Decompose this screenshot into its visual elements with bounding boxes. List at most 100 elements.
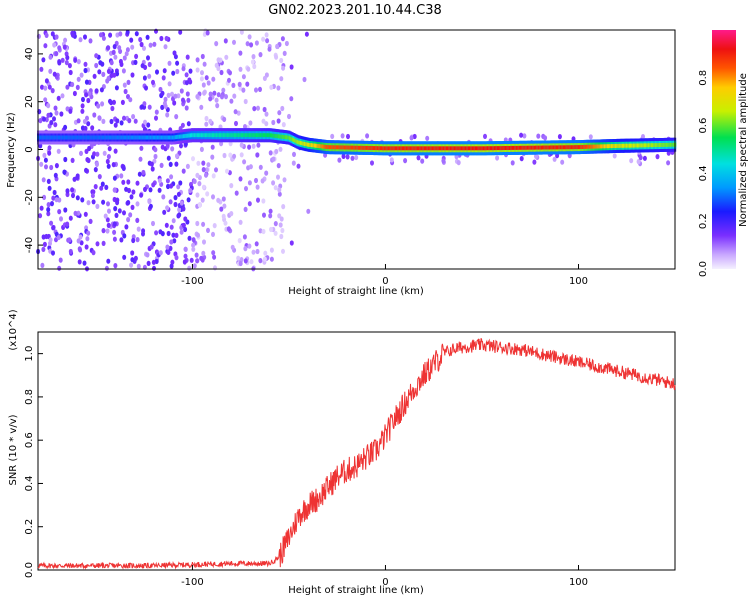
heatmap-cell xyxy=(47,185,52,191)
ridge-core xyxy=(258,133,261,138)
y-tick-label: 40 xyxy=(24,48,35,61)
heatmap-cell xyxy=(57,45,62,51)
ridge-core xyxy=(214,133,217,138)
heatmap-cell xyxy=(223,220,228,226)
heatmap-cell xyxy=(57,209,62,215)
heatmap-cell xyxy=(85,157,90,163)
heatmap-cell xyxy=(220,94,224,100)
heatmap-cell xyxy=(41,57,46,63)
heatmap-cell xyxy=(195,172,200,178)
heatmap-cell xyxy=(350,155,355,161)
x-tick-label: 0 xyxy=(382,577,388,588)
heatmap-cell xyxy=(567,153,572,159)
heatmap-cell xyxy=(70,187,75,193)
ridge-core xyxy=(576,145,579,150)
ridge-core xyxy=(415,146,418,151)
heatmap-x-label: Height of straight line (km) xyxy=(288,286,424,297)
heatmap-cell xyxy=(122,82,127,88)
ridge-core xyxy=(324,144,327,149)
heatmap-cell xyxy=(171,232,176,238)
ridge-core xyxy=(609,144,612,149)
heatmap-cell xyxy=(113,263,118,269)
heatmap-cell xyxy=(274,148,279,155)
heatmap-cell xyxy=(365,133,370,139)
heatmap-cell xyxy=(59,111,64,117)
heatmap-cell xyxy=(638,155,643,161)
colorbar-tick-label: 0.4 xyxy=(698,165,709,181)
heatmap-cell xyxy=(142,75,147,81)
snr-series-line xyxy=(37,338,676,570)
heatmap-cell xyxy=(246,66,251,72)
colorbar-tick-label: 0.2 xyxy=(698,213,709,229)
heatmap-cell xyxy=(277,187,282,193)
ridge-core xyxy=(347,145,350,150)
heatmap-cell xyxy=(50,201,54,207)
heatmap-cell xyxy=(483,133,487,139)
heatmap-cell xyxy=(101,240,106,246)
ridge-core xyxy=(614,144,618,148)
heatmap-cell xyxy=(95,203,100,209)
heatmap-cell xyxy=(261,228,266,235)
heatmap-cell xyxy=(176,184,181,190)
ridge-core xyxy=(224,133,227,138)
heatmap-cell xyxy=(202,90,207,96)
heatmap-cell xyxy=(532,159,537,165)
heatmap-cell xyxy=(88,218,93,224)
heatmap-y-label: Frequency (Hz) xyxy=(6,112,17,188)
heatmap-cell xyxy=(177,207,182,213)
heatmap-cell xyxy=(641,134,645,140)
heatmap-cell xyxy=(370,160,374,166)
heatmap-cell xyxy=(219,206,224,212)
heatmap-cell xyxy=(86,230,91,236)
ridge-core xyxy=(286,135,289,140)
ridge-core xyxy=(504,146,508,150)
ridge-core xyxy=(548,145,552,150)
snr-y-ticks: 0.0 0.2 0.4 0.6 0.8 1.0 xyxy=(24,346,43,578)
heatmap-cell xyxy=(130,257,135,263)
heatmap-cell xyxy=(140,104,144,110)
ridge-core xyxy=(39,135,42,140)
heatmap-cell xyxy=(117,45,122,51)
heatmap-cell xyxy=(261,36,266,42)
heatmap-cell xyxy=(150,166,155,172)
heatmap-cell xyxy=(234,190,239,196)
heatmap-cell xyxy=(169,183,174,189)
heatmap-cell xyxy=(122,210,126,216)
ridge-core xyxy=(650,143,653,148)
ridge-core xyxy=(174,135,177,140)
ridge-core xyxy=(180,134,183,139)
heatmap-cell xyxy=(179,200,184,206)
ridge-core xyxy=(59,135,62,140)
heatmap-cell xyxy=(282,50,287,57)
heatmap-cell xyxy=(237,81,242,87)
heatmap-cell xyxy=(119,120,124,126)
heatmap-cell xyxy=(252,63,257,70)
heatmap-cell xyxy=(87,145,92,152)
heatmap-cell xyxy=(101,35,106,41)
heatmap-cell xyxy=(78,247,83,253)
snr-y-label: SNR (10 * v/v) xyxy=(8,414,19,485)
heatmap-cell xyxy=(278,146,283,152)
heatmap-cell xyxy=(191,156,195,162)
heatmap-cell xyxy=(206,227,210,233)
ridge-core xyxy=(503,146,506,150)
ridge-core xyxy=(49,135,52,140)
ridge-core xyxy=(374,146,377,151)
ridge-core xyxy=(75,135,78,140)
heatmap-cell xyxy=(182,259,187,265)
heatmap-cell xyxy=(173,93,178,99)
heatmap-cell xyxy=(122,233,127,239)
snr-panel: -100 0 100 0.0 0.2 0.4 0.6 0.8 1.0 Height of st… xyxy=(8,309,676,596)
ridge-core xyxy=(238,133,241,138)
heatmap-cell xyxy=(153,147,158,153)
ridge-core xyxy=(335,145,338,150)
heatmap-cell xyxy=(46,178,51,184)
heatmap-cell xyxy=(456,160,461,166)
heatmap-cell xyxy=(51,195,56,201)
ridge-core xyxy=(82,135,85,140)
heatmap-cell xyxy=(95,151,100,157)
ridge-core xyxy=(429,146,432,151)
heatmap-y-ticks: -40 -20 0 20 40 xyxy=(24,48,43,253)
heatmap-cell xyxy=(255,248,260,255)
heatmap-cell xyxy=(403,158,408,164)
